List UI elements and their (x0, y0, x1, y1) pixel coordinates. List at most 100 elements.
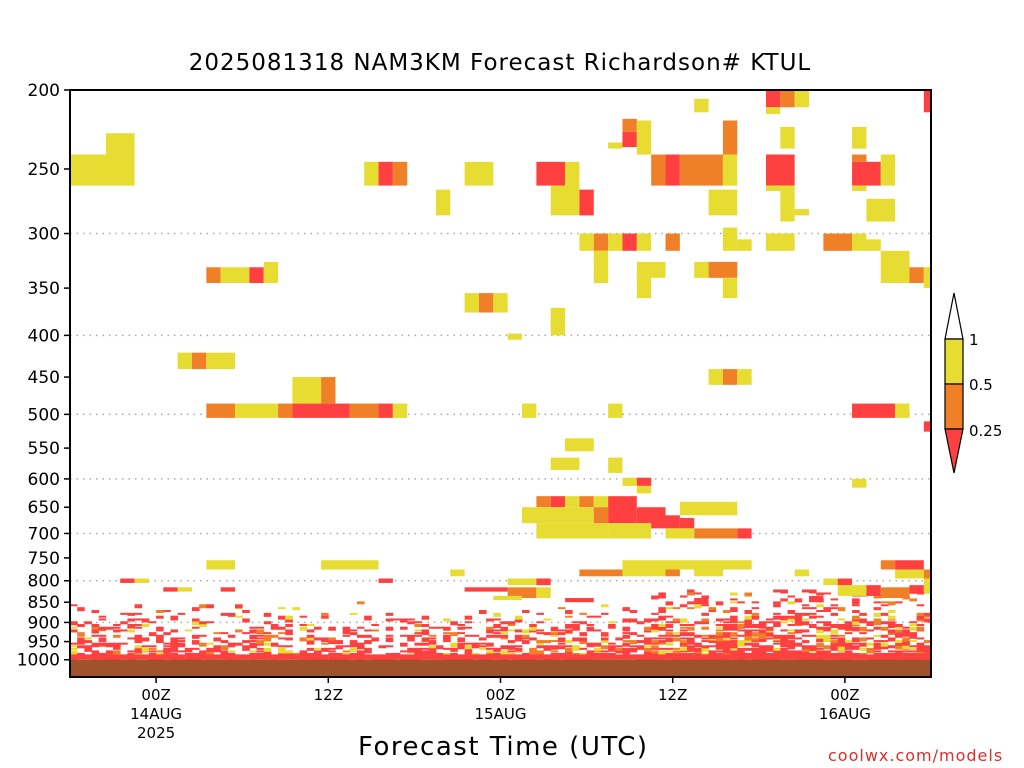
ri-cell (909, 621, 918, 624)
ri-cell (213, 647, 222, 652)
ri-patch (737, 528, 752, 539)
ri-cell (586, 629, 595, 632)
ri-cell (156, 654, 164, 660)
ri-cell (687, 607, 695, 610)
ri-cell (536, 654, 544, 660)
ri-cell (751, 624, 760, 629)
ri-cell (249, 642, 257, 647)
ri-cell (600, 650, 609, 653)
ri-cell (220, 654, 229, 660)
ri-cell (780, 640, 788, 645)
ri-cell (916, 654, 925, 660)
ri-cell (557, 654, 566, 660)
ri-cell (887, 637, 896, 642)
ri-patch (134, 578, 149, 583)
ri-cell (902, 640, 910, 645)
ri-cell (909, 640, 918, 643)
ri-cell (120, 621, 128, 625)
y-tick-label: 250 (28, 160, 60, 180)
ri-cell (478, 645, 487, 648)
ri-patch (679, 517, 695, 529)
ri-cell (600, 654, 609, 660)
ri-cell (313, 647, 322, 650)
ri-cell (794, 615, 803, 619)
ri-cell (658, 637, 666, 640)
ri-cell (529, 637, 537, 641)
ri-cell (830, 629, 839, 633)
ri-cell (687, 601, 695, 605)
ri-cell (414, 632, 422, 635)
ri-cell (830, 645, 839, 649)
ri-patch (880, 250, 910, 284)
ri-patch (765, 154, 795, 186)
ri-cell (565, 640, 573, 644)
y-tick-label: 450 (28, 368, 60, 388)
ri-cell (163, 650, 171, 655)
ri-cell (923, 647, 932, 652)
ri-cell (629, 654, 638, 660)
ri-cell (113, 654, 121, 660)
ri-cell (579, 640, 587, 645)
ri-cell (414, 642, 422, 646)
ri-patch (708, 261, 738, 278)
ri-cell (866, 642, 874, 646)
ri-cell (622, 607, 631, 612)
ri-cell (622, 626, 631, 630)
ri-cell (679, 642, 688, 646)
ri-cell (787, 634, 796, 638)
ri-cell (105, 650, 114, 655)
ri-cell (658, 615, 666, 619)
ri-cell (651, 650, 659, 654)
ri-cell (780, 629, 788, 632)
ri-cell (98, 615, 107, 618)
ri-cell (644, 654, 652, 660)
ri-cell (199, 624, 207, 628)
ri-cell (170, 637, 179, 642)
ri-cell (715, 632, 724, 637)
ri-cell (672, 654, 681, 660)
ri-cell (134, 652, 143, 655)
ri-cell (830, 632, 839, 635)
ri-patch (450, 569, 465, 577)
ri-cell (270, 654, 279, 660)
ri-cell (191, 607, 200, 612)
ri-cell (464, 654, 473, 660)
ri-cell (629, 645, 638, 648)
ri-cell (816, 626, 824, 630)
ri-cell (873, 607, 882, 611)
ri-cell (665, 624, 674, 629)
ri-cell (586, 642, 595, 647)
ri-cell (801, 650, 810, 654)
ri-cell (421, 624, 430, 628)
ri-patch (608, 496, 637, 524)
ri-cell (694, 592, 702, 595)
ri-cell (715, 626, 724, 629)
ri-cell (256, 640, 265, 645)
ri-patch (321, 560, 379, 570)
ri-patch (794, 90, 810, 108)
ri-cell (191, 621, 200, 626)
ri-cell (679, 654, 688, 660)
ri-cell (191, 647, 200, 650)
ri-cell (256, 634, 265, 637)
ri-cell (787, 595, 796, 598)
ri-cell (679, 624, 688, 627)
ri-cell (428, 642, 437, 645)
ri-cell (536, 632, 544, 635)
ri-cell (364, 634, 372, 638)
ri-cell (141, 624, 150, 628)
ri-patch (507, 587, 537, 599)
ri-patch (378, 578, 393, 583)
ri-patch (694, 98, 709, 113)
ri-cell (522, 637, 530, 640)
ri-cell (557, 645, 566, 650)
ri-cell (177, 637, 186, 640)
ground-surface (70, 659, 931, 677)
ri-patch (737, 239, 752, 251)
ri-cell (278, 637, 286, 640)
ri-cell (830, 607, 839, 610)
ri-cell (787, 645, 796, 650)
ri-cell (722, 647, 731, 651)
ri-cell (342, 650, 351, 653)
ri-cell (321, 647, 329, 652)
